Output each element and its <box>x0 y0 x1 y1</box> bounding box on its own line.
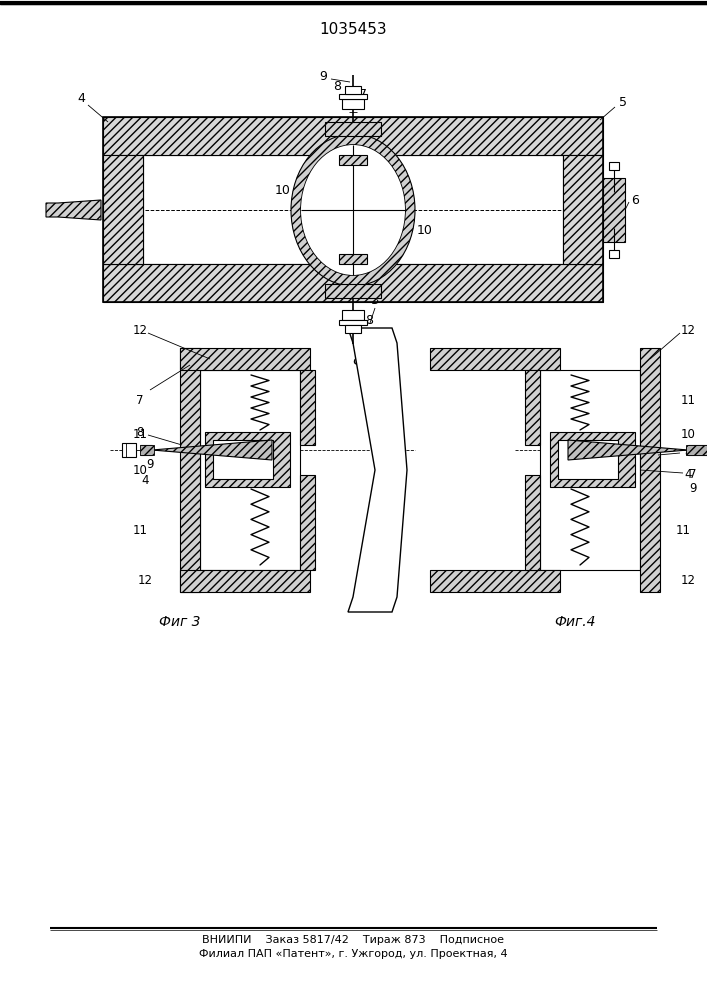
Text: 4: 4 <box>141 474 148 487</box>
Text: 9: 9 <box>689 482 697 494</box>
Ellipse shape <box>301 145 405 275</box>
Ellipse shape <box>291 134 415 286</box>
Text: 8: 8 <box>136 426 144 438</box>
Bar <box>339 320 367 325</box>
Text: 12: 12 <box>132 324 148 336</box>
Bar <box>300 475 315 570</box>
Text: 11: 11 <box>681 393 696 406</box>
Bar <box>143 155 563 264</box>
Text: ВНИИПИ    Заказ 5817/42    Тираж 873    Подписное: ВНИИПИ Заказ 5817/42 Тираж 873 Подписное <box>202 935 504 945</box>
Text: 12: 12 <box>137 574 153 587</box>
Bar <box>325 284 381 298</box>
Bar <box>205 432 290 487</box>
Bar <box>525 475 540 570</box>
Bar <box>342 99 364 109</box>
Text: 11: 11 <box>675 524 691 536</box>
Text: 7: 7 <box>373 332 381 344</box>
Bar <box>345 86 361 94</box>
Bar <box>180 348 310 370</box>
Polygon shape <box>46 200 101 220</box>
Bar <box>686 445 707 455</box>
Bar <box>103 264 603 302</box>
Text: Филиал ПАП «Патент», г. Ужгород, ул. Проектная, 4: Филиал ПАП «Патент», г. Ужгород, ул. Про… <box>199 949 508 959</box>
Bar <box>540 370 640 570</box>
Text: Фиг.2: Фиг.2 <box>352 355 394 369</box>
Text: 1035453: 1035453 <box>319 22 387 37</box>
Text: 8: 8 <box>333 81 341 94</box>
Bar <box>339 254 367 264</box>
Bar <box>430 348 560 370</box>
Polygon shape <box>568 440 688 460</box>
Polygon shape <box>348 328 407 612</box>
Ellipse shape <box>301 145 405 275</box>
Text: Фиг.4: Фиг.4 <box>554 615 596 629</box>
Text: 10: 10 <box>417 224 433 236</box>
Text: 11: 11 <box>132 524 148 536</box>
Bar <box>525 370 540 445</box>
Bar <box>103 155 143 264</box>
Bar <box>300 370 315 445</box>
Text: 4: 4 <box>684 468 691 482</box>
Bar <box>213 440 273 479</box>
Bar <box>103 117 603 155</box>
Text: 10: 10 <box>275 184 291 196</box>
Text: 3: 3 <box>370 294 379 306</box>
Bar <box>325 122 381 136</box>
Text: 10: 10 <box>133 464 148 477</box>
Text: 9: 9 <box>319 70 327 84</box>
Bar <box>345 325 361 333</box>
Bar <box>339 94 367 99</box>
Bar <box>200 370 300 570</box>
Text: 6: 6 <box>631 194 639 207</box>
Text: 7: 7 <box>359 89 367 102</box>
Text: 11: 11 <box>132 428 148 442</box>
Text: 7: 7 <box>689 468 697 482</box>
Text: 8: 8 <box>684 446 691 458</box>
Bar <box>609 162 619 170</box>
Bar <box>339 155 367 165</box>
Bar <box>103 117 603 302</box>
Bar <box>430 570 560 592</box>
Text: Фиг 3: Фиг 3 <box>159 615 201 629</box>
Text: 12: 12 <box>681 574 696 587</box>
Bar <box>563 155 603 264</box>
Text: 4: 4 <box>77 93 85 105</box>
Bar <box>342 310 364 320</box>
Text: 9: 9 <box>146 458 153 472</box>
Text: 10: 10 <box>681 428 696 442</box>
Text: 5: 5 <box>619 96 627 108</box>
Text: 9: 9 <box>354 324 362 336</box>
Text: 7: 7 <box>136 393 144 406</box>
Bar <box>140 445 154 455</box>
Text: 8: 8 <box>365 314 373 326</box>
Bar <box>640 348 660 592</box>
Bar <box>609 250 619 258</box>
Text: 3: 3 <box>339 174 347 186</box>
Bar <box>603 178 625 242</box>
Bar <box>550 432 635 487</box>
Polygon shape <box>152 440 272 460</box>
Bar <box>180 348 200 592</box>
Bar <box>122 443 136 457</box>
Bar <box>558 440 618 479</box>
Bar <box>180 570 310 592</box>
Text: 12: 12 <box>681 324 696 336</box>
